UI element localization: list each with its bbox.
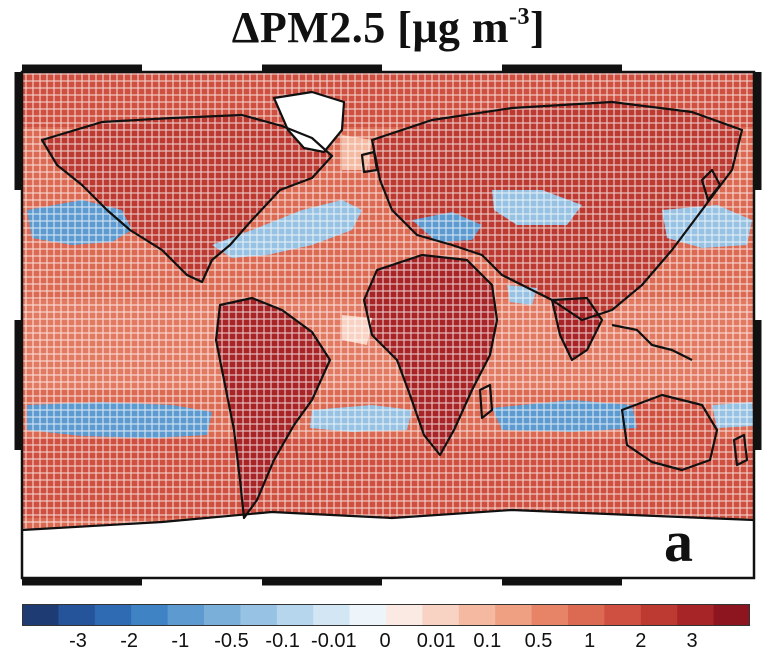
- colorbar-segment: [22, 604, 59, 626]
- map-title: ΔPM2.5 [μg m-3]: [0, 2, 777, 53]
- colorbar-segment: [240, 604, 278, 626]
- colorbar-segment: [713, 604, 750, 626]
- colorbar-border: [22, 604, 750, 626]
- colorbar-segment: [495, 604, 533, 626]
- grid-overlay: [22, 72, 754, 578]
- colorbar-tick-label: 1: [584, 630, 596, 652]
- colorbar: [22, 604, 750, 626]
- map-panel: [12, 60, 764, 590]
- colorbar-segment: [386, 604, 423, 626]
- coast-madagascar: [478, 383, 494, 420]
- colorbar-tick-label: 0.1: [473, 630, 502, 652]
- title-exponent: -3: [509, 4, 531, 30]
- panel-label: a: [664, 509, 693, 574]
- coast-new-zealand: [732, 433, 749, 467]
- colorbar-tick-label: 0: [379, 630, 391, 652]
- colorbar-segment: [640, 604, 678, 626]
- colorbar-segment: [204, 604, 241, 626]
- coast-africa: [362, 253, 499, 457]
- colorbar-segment: [568, 604, 605, 626]
- colorbar-tick-labels: -3 -2 -1 -0.5 -0.1 -0.01 0 0.01 0.1 0.5 1 2 3: [0, 630, 777, 660]
- colorbar-segment: [604, 604, 642, 626]
- colorbar-segment: [313, 604, 351, 626]
- colorbar-tick-label: -2: [120, 630, 139, 652]
- colorbar-segment: [167, 604, 205, 626]
- coast-uk: [360, 150, 379, 174]
- colorbar-tick-label: -0.1: [265, 630, 300, 652]
- colorbar-segment: [94, 604, 132, 626]
- colorbar-tick-label: -0.5: [214, 630, 249, 652]
- coast-south-america: [214, 296, 332, 520]
- title-main: ΔPM2.5 [μg m: [231, 3, 510, 52]
- colorbar-tick-label: -3: [69, 630, 87, 652]
- colorbar-tick-label: -0.01: [311, 630, 357, 652]
- title-close: ]: [530, 3, 546, 52]
- colorbar-segment: [131, 604, 169, 626]
- coast-indonesia: [611, 323, 693, 361]
- colorbar-segment: [276, 604, 314, 626]
- colorbar-segment: [58, 604, 96, 626]
- colorbar-segment: [677, 604, 715, 626]
- colorbar-tick-label: 0.01: [416, 630, 456, 652]
- world-map: [14, 64, 762, 586]
- colorbar-tick-label: 2: [635, 630, 647, 652]
- colorbar-segment: [531, 604, 569, 626]
- colorbar-segment: [458, 604, 496, 626]
- coast-japan: [700, 168, 722, 202]
- coast-antarctica: [22, 508, 754, 532]
- coast-australia: [620, 393, 719, 472]
- coastlines: [22, 90, 754, 532]
- coast-india: [550, 296, 604, 362]
- coast-eurasia: [370, 100, 744, 322]
- colorbar-segment: [349, 604, 387, 626]
- frame-ticks: [14, 64, 762, 586]
- coast-greenland: [272, 90, 346, 154]
- colorbar-tick-label: 0.5: [524, 630, 553, 652]
- colorbar-tick-label: 3: [686, 630, 698, 652]
- map-border: [20, 70, 756, 580]
- colorbar-segment: [422, 604, 460, 626]
- coast-north-america: [40, 113, 334, 284]
- colorbar-tick-label: -1: [171, 630, 190, 652]
